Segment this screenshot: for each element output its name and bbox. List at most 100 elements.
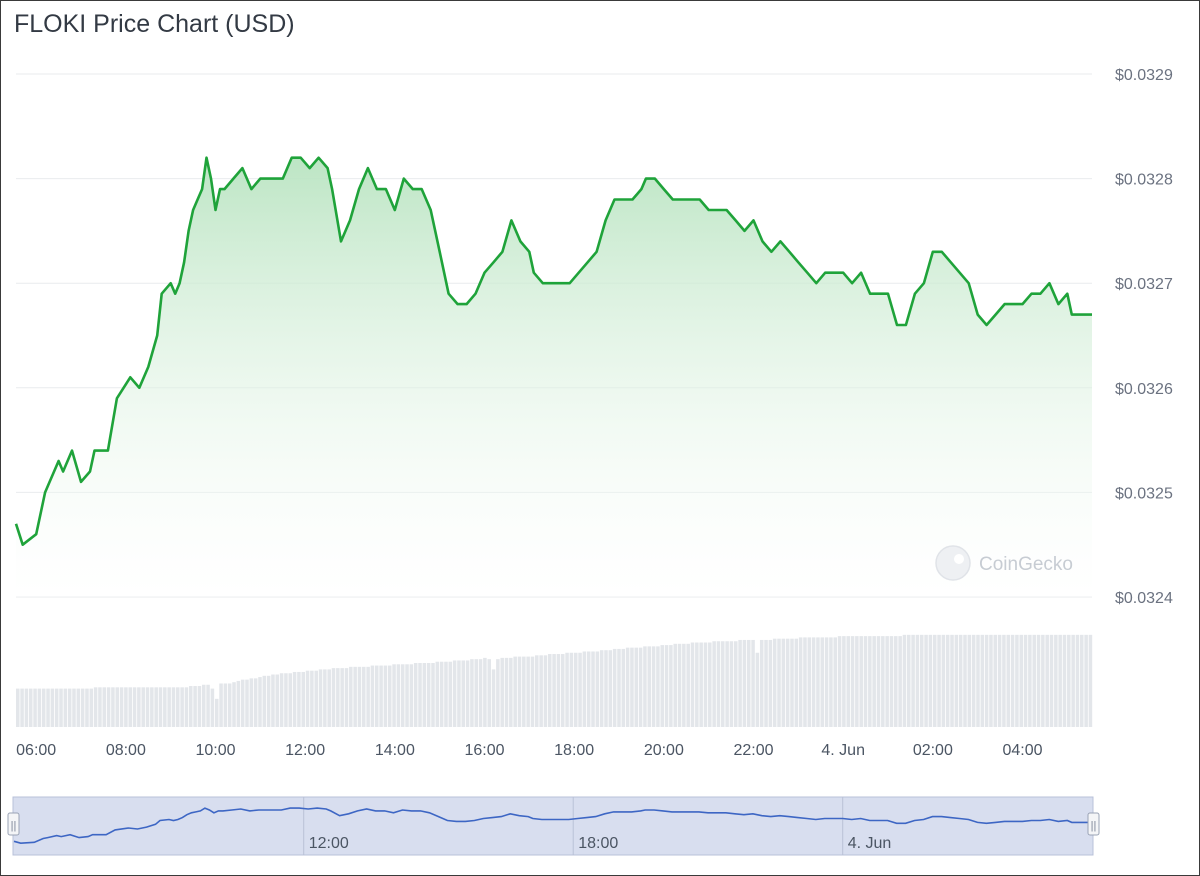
volume-bars (16, 634, 1093, 727)
volume-bar (28, 688, 33, 727)
navigator-left-handle-box[interactable] (7, 812, 20, 836)
navigator-right-handle-box[interactable] (1087, 812, 1100, 836)
volume-bar (798, 637, 803, 727)
y-tick-label: $0.0328 (1115, 172, 1173, 189)
volume-bar (111, 687, 115, 727)
volume-bar (703, 642, 708, 727)
volume-bar (919, 634, 924, 727)
volume-bar (141, 687, 145, 727)
volume-bar (924, 634, 928, 727)
volume-bar (963, 634, 967, 727)
volume-bar (625, 647, 630, 727)
volume-bar (189, 686, 193, 727)
price-line[interactable] (14, 156, 1092, 546)
volume-bar (634, 647, 639, 727)
volume-bar (504, 657, 509, 727)
volume-bar (171, 687, 176, 727)
volume-bar (387, 665, 392, 727)
volume-bar (738, 639, 742, 727)
volume-bar (517, 656, 522, 727)
volume-bar (945, 634, 950, 727)
volume-bar (824, 637, 829, 727)
volume-bar (72, 688, 76, 727)
volume-bar (396, 664, 401, 727)
coingecko-logo-icon (935, 545, 971, 581)
volume-bar (669, 645, 673, 727)
volume-bar (984, 634, 989, 727)
volume-bar (1028, 634, 1032, 727)
x-tick-label: 14:00 (375, 742, 415, 759)
volume-bar (664, 645, 669, 727)
volume-bar (1041, 634, 1045, 727)
volume-bar (971, 634, 976, 727)
volume-bar (336, 668, 340, 727)
volume-bar (548, 654, 552, 727)
volume-bar (556, 654, 561, 727)
volume-bar (803, 637, 807, 727)
x-tick-label: 10:00 (195, 742, 235, 759)
navigator-right-handle[interactable]: || (1087, 812, 1100, 836)
volume-bar (76, 688, 81, 727)
volume-bar (1049, 634, 1054, 727)
volume-bar (262, 675, 267, 727)
volume-bar (37, 688, 42, 727)
volume-bar (872, 636, 876, 727)
volume-bar (409, 664, 414, 727)
volume-bar (794, 638, 799, 727)
volume-bar (790, 638, 794, 727)
volume-bar (586, 651, 591, 727)
volume-bar (249, 678, 254, 727)
navigator[interactable]: 12:00 18:00 4. Jun || || (7, 796, 1100, 856)
navigator-axis: 12:00 18:00 4. Jun (309, 835, 892, 852)
volume-bar (764, 639, 768, 727)
volume-bar (950, 634, 954, 727)
volume-bar (811, 637, 816, 727)
volume-bar (894, 636, 898, 727)
navigator-gridlines (303, 797, 844, 855)
navigator-window[interactable] (12, 796, 1094, 856)
volume-bar (201, 684, 206, 727)
volume-bar (686, 643, 690, 727)
volume-bar (383, 665, 388, 727)
x-tick-label: 16:00 (464, 742, 504, 759)
volume-bar (167, 687, 171, 727)
x-tick-label: 18:00 (554, 742, 594, 759)
volume-bar (751, 639, 755, 727)
volume-bar (431, 663, 435, 727)
volume-bar (734, 641, 738, 727)
volume-bar (915, 634, 920, 727)
volume-bar (124, 687, 128, 727)
volume-bar (379, 665, 383, 727)
volume-bar (353, 666, 357, 727)
volume-bar (266, 675, 271, 727)
volume-bar (911, 634, 915, 727)
volume-bar (967, 634, 972, 727)
volume-bar (89, 688, 94, 727)
volume-bar (690, 642, 695, 727)
volume-bar (197, 686, 202, 727)
volume-bar (163, 687, 167, 727)
navigator-left-handle[interactable]: || (7, 812, 20, 836)
volume-bar (478, 659, 483, 727)
volume-bar (928, 634, 933, 727)
volume-bar (582, 651, 587, 727)
volume-bar (768, 639, 773, 727)
volume-bar (292, 671, 297, 727)
volume-bar (863, 636, 868, 727)
volume-bar (154, 687, 158, 727)
volume-bar (759, 639, 764, 727)
volume-bar (677, 643, 682, 727)
volume-bar (405, 664, 409, 727)
volume-bar (578, 652, 582, 727)
volume-bar (370, 665, 375, 727)
volume-bar (439, 661, 444, 727)
volume-bar (435, 661, 440, 727)
volume-bar (958, 634, 963, 727)
volume-bar (591, 651, 595, 727)
volume-bar (725, 641, 729, 727)
volume-bar (656, 646, 660, 727)
volume-bar (1062, 634, 1067, 727)
volume-bar (227, 683, 232, 727)
volume-bar (452, 660, 457, 727)
